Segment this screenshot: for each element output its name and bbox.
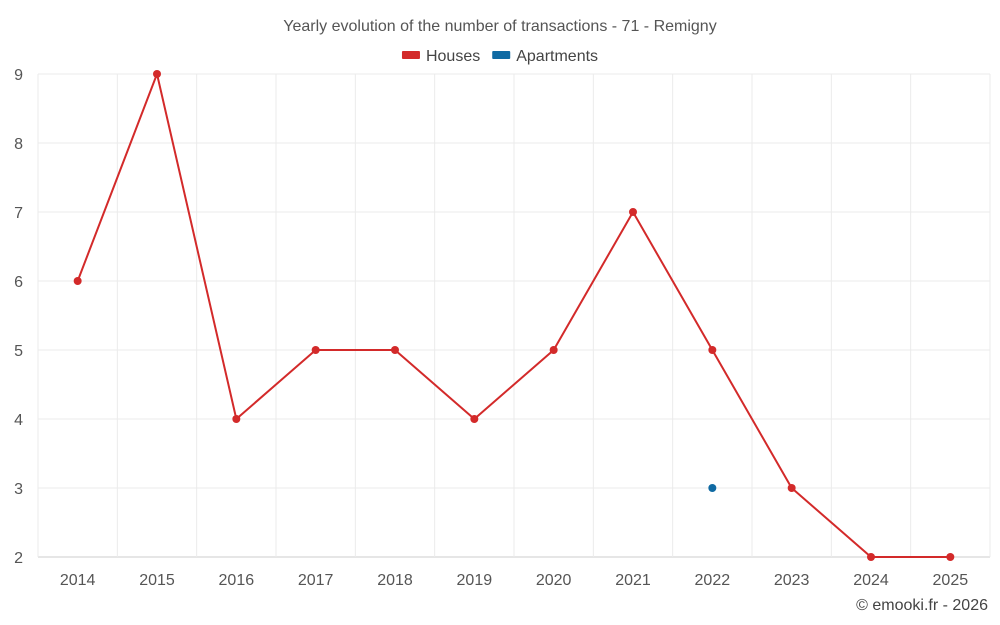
data-point[interactable] xyxy=(232,415,241,423)
series-line xyxy=(76,73,951,558)
series-houses xyxy=(73,70,955,561)
y-tick-label: 8 xyxy=(14,136,23,153)
y-tick-label: 4 xyxy=(14,412,23,429)
data-point[interactable] xyxy=(470,415,479,423)
data-point[interactable] xyxy=(549,346,558,354)
y-axis: 2 3 4 5 6 7 8 9 xyxy=(14,67,23,567)
x-tick-label: 2023 xyxy=(774,572,810,589)
x-tick-label: 2025 xyxy=(933,572,969,589)
x-tick-label: 2014 xyxy=(60,572,96,589)
legend-item[interactable]: Apartments xyxy=(492,48,598,65)
x-tick-label: 2015 xyxy=(139,572,175,589)
legend: Houses Apartments xyxy=(401,48,598,65)
data-point[interactable] xyxy=(946,553,955,561)
legend-label: Houses xyxy=(426,48,480,65)
data-point[interactable] xyxy=(629,208,637,216)
x-tick-label: 2024 xyxy=(853,572,889,589)
x-tick-label: 2018 xyxy=(377,572,413,589)
chart-title: Yearly evolution of the number of transa… xyxy=(283,18,716,35)
legend-item[interactable]: Houses xyxy=(401,48,480,65)
x-tick-label: 2022 xyxy=(695,572,731,589)
data-point[interactable] xyxy=(787,484,796,492)
series-apartments xyxy=(708,484,717,492)
series-layer xyxy=(73,70,955,561)
x-tick-label: 2019 xyxy=(457,572,493,589)
legend-label: Apartments xyxy=(516,48,598,65)
x-axis: 2014 2015 2016 2017 2018 2019 2020 2021 2022 2023… xyxy=(60,572,968,589)
y-tick-label: 7 xyxy=(14,205,23,222)
data-point[interactable] xyxy=(311,346,320,354)
data-point[interactable] xyxy=(708,484,717,492)
x-tick-label: 2016 xyxy=(219,572,255,589)
credit-text: © emooki.fr - 2026 xyxy=(856,597,988,614)
x-tick-label: 2020 xyxy=(536,572,572,589)
data-point[interactable] xyxy=(708,346,717,354)
data-point[interactable] xyxy=(391,346,399,354)
data-point[interactable] xyxy=(153,70,161,78)
legend-swatch xyxy=(401,51,420,59)
legend-swatch xyxy=(492,51,511,59)
y-tick-label: 6 xyxy=(14,274,23,291)
x-tick-label: 2017 xyxy=(298,572,334,589)
data-point[interactable] xyxy=(73,277,82,285)
y-tick-label: 9 xyxy=(14,67,23,84)
y-tick-label: 2 xyxy=(14,550,23,567)
y-tick-label: 3 xyxy=(14,481,23,498)
y-tick-label: 5 xyxy=(14,343,23,360)
x-tick-label: 2021 xyxy=(615,572,651,589)
grid xyxy=(37,73,991,558)
data-point[interactable] xyxy=(867,553,875,561)
